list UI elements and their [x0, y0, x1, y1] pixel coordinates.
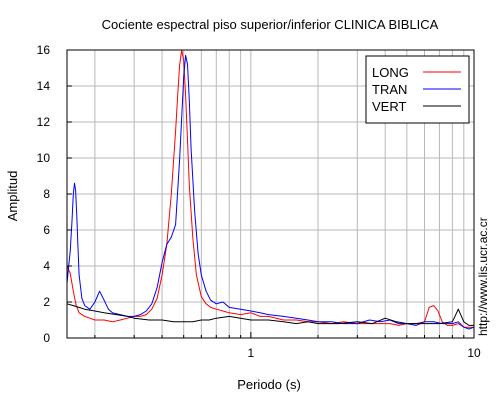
y-tick-label: 2	[43, 295, 50, 309]
chart-title: Cociente espectral piso superior/inferio…	[102, 17, 439, 32]
x-tick-label: 1	[248, 346, 255, 360]
y-tick-label: 0	[43, 331, 50, 345]
y-tick-label: 6	[43, 223, 50, 237]
x-axis-label: Periodo (s)	[237, 377, 301, 392]
y-tick-label: 8	[43, 187, 50, 201]
y-tick-label: 14	[37, 79, 51, 93]
x-tick-label: 10	[467, 346, 481, 360]
y-tick-label: 10	[37, 151, 51, 165]
legend-label-vert: VERT	[372, 99, 406, 114]
axis-ticks: 0 2 4 6 8 10 12 14 16 1 10	[37, 43, 481, 360]
series-line-long	[66, 49, 474, 328]
side-url-text: http://www.lis.ucr.ac.cr	[476, 217, 490, 336]
series-line-vert	[66, 303, 474, 326]
series-lines	[66, 49, 475, 330]
y-tick-label: 4	[43, 259, 50, 273]
y-tick-label: 12	[37, 115, 51, 129]
y-tick-label: 16	[37, 43, 51, 57]
legend-label-long: LONG	[372, 65, 409, 80]
series-line-tran	[66, 54, 475, 330]
y-axis-label: Amplitud	[5, 171, 20, 222]
legend: LONG TRAN VERT	[365, 55, 470, 124]
legend-label-tran: TRAN	[372, 82, 407, 97]
